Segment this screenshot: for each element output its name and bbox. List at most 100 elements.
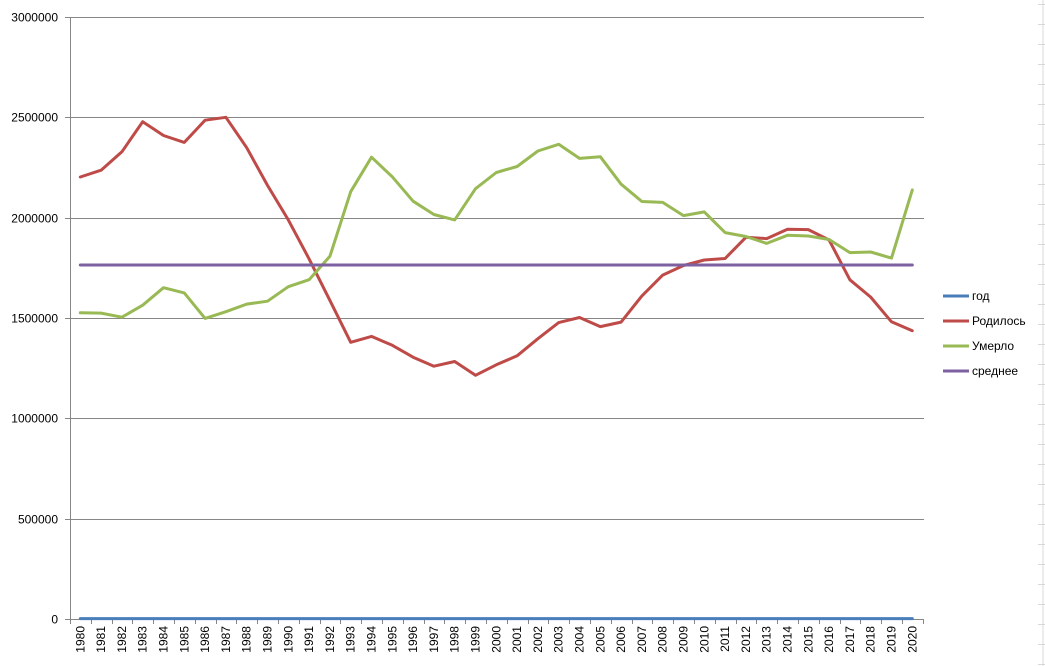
x-tick-label: 1989 <box>261 626 275 653</box>
data-point <box>100 264 103 267</box>
x-tick-label: 1981 <box>94 626 108 653</box>
data-point <box>828 238 831 241</box>
x-tick-label: 2012 <box>739 626 753 653</box>
data-point <box>765 237 768 240</box>
data-point <box>703 259 706 262</box>
data-point <box>141 304 144 307</box>
x-tick-label: 1991 <box>302 626 316 653</box>
x-tick-label: 1980 <box>73 626 87 653</box>
data-point <box>245 303 248 306</box>
data-point <box>349 617 352 620</box>
data-point <box>287 617 290 620</box>
data-point <box>537 264 540 267</box>
data-point <box>453 219 456 222</box>
data-point <box>245 146 248 149</box>
data-point <box>225 617 228 620</box>
data-point <box>724 231 727 234</box>
data-point <box>890 264 893 267</box>
x-tick-label: 2011 <box>718 626 732 652</box>
data-point <box>765 264 768 267</box>
x-tick-label: 1996 <box>406 626 420 653</box>
data-point <box>849 251 852 254</box>
x-tick-label: 1987 <box>219 626 233 653</box>
data-point <box>724 264 727 267</box>
data-point <box>703 617 706 620</box>
data-point <box>786 228 789 231</box>
data-point <box>537 617 540 620</box>
data-point <box>100 169 103 172</box>
data-point <box>516 165 519 168</box>
data-point <box>225 310 228 313</box>
x-tick-label: 1994 <box>365 626 379 653</box>
data-point <box>765 617 768 620</box>
data-point <box>516 264 519 267</box>
x-tick-label: 1999 <box>469 626 483 653</box>
data-point <box>557 321 560 324</box>
data-point <box>141 120 144 123</box>
data-point <box>433 264 436 267</box>
legend: год Родилось Умерло среднее <box>943 289 1026 378</box>
data-point <box>204 317 207 320</box>
data-point <box>370 617 373 620</box>
data-point <box>349 264 352 267</box>
data-point <box>620 183 623 186</box>
y-tick-label: 1000000 <box>11 412 58 426</box>
data-point <box>391 264 394 267</box>
data-point <box>266 264 269 267</box>
data-point <box>890 257 893 260</box>
data-point <box>807 235 810 238</box>
x-tick-label: 2018 <box>864 626 878 653</box>
data-point <box>266 617 269 620</box>
data-point <box>121 150 124 153</box>
data-point <box>828 264 831 267</box>
x-tick-label: 1986 <box>198 626 212 653</box>
data-point <box>745 617 748 620</box>
data-point <box>329 299 332 302</box>
data-point <box>745 264 748 267</box>
data-point <box>828 617 831 620</box>
data-point <box>141 617 144 620</box>
data-point <box>121 617 124 620</box>
y-axis-tick-labels: 0 500000 1000000 1500000 2000000 2500000 30000… <box>11 11 58 627</box>
data-point <box>869 617 872 620</box>
data-point <box>911 189 914 192</box>
data-point <box>599 617 602 620</box>
x-tick-label: 1982 <box>115 626 129 653</box>
x-tick-label: 2016 <box>822 626 836 653</box>
x-tick-label: 1988 <box>240 626 254 653</box>
data-point <box>682 214 685 217</box>
data-point <box>786 264 789 267</box>
data-point <box>474 617 477 620</box>
data-point <box>79 264 82 267</box>
x-axis-tick-labels: 1980 1981 1982 1983 1984 1985 1986 1987 1988 1989… <box>73 626 919 653</box>
data-point <box>557 143 560 146</box>
data-point <box>370 156 373 159</box>
data-point <box>266 184 269 187</box>
x-tick-label: 2008 <box>656 626 670 653</box>
data-point <box>765 242 768 245</box>
x-tick-label: 2000 <box>489 626 503 653</box>
data-point <box>308 264 311 267</box>
data-point <box>204 264 207 267</box>
data-point <box>308 258 311 261</box>
data-point <box>370 264 373 267</box>
y-tick-label: 2500000 <box>11 111 58 125</box>
data-point <box>849 617 852 620</box>
data-point <box>578 264 581 267</box>
data-point <box>599 264 602 267</box>
x-tick-label: 2001 <box>510 626 524 653</box>
x-tick-label: 2005 <box>593 626 607 653</box>
data-point <box>620 617 623 620</box>
x-tick-label: 1997 <box>427 626 441 653</box>
data-point <box>661 274 664 277</box>
data-point <box>433 617 436 620</box>
x-tick-label: 2004 <box>573 626 587 653</box>
x-tick-label: 2002 <box>531 626 545 653</box>
legend-label: год <box>972 289 990 303</box>
data-point <box>661 617 664 620</box>
data-point <box>329 617 332 620</box>
data-point <box>661 201 664 204</box>
data-point <box>79 311 82 314</box>
series-line <box>78 115 914 377</box>
